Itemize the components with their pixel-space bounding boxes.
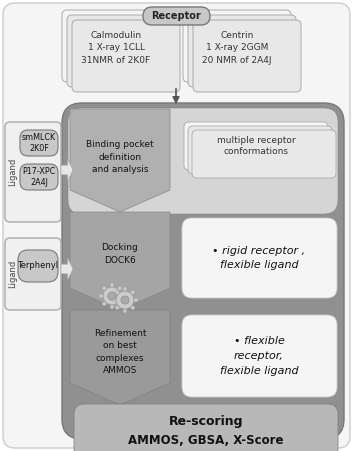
FancyBboxPatch shape	[143, 7, 210, 25]
FancyBboxPatch shape	[62, 10, 170, 82]
FancyBboxPatch shape	[20, 130, 58, 156]
Circle shape	[112, 298, 116, 302]
Text: Binding pocket
definition
and analysis: Binding pocket definition and analysis	[86, 140, 154, 174]
Circle shape	[121, 294, 125, 298]
FancyBboxPatch shape	[3, 3, 350, 448]
Circle shape	[108, 292, 116, 300]
Text: AMMOS, GBSA, X-Score: AMMOS, GBSA, X-Score	[128, 433, 284, 446]
Text: Re-scoring: Re-scoring	[169, 415, 243, 428]
FancyBboxPatch shape	[183, 10, 291, 82]
FancyBboxPatch shape	[188, 15, 296, 87]
FancyBboxPatch shape	[62, 103, 344, 439]
FancyBboxPatch shape	[74, 404, 338, 451]
FancyBboxPatch shape	[188, 126, 332, 174]
Text: • flexible
receptor,
flexible ligand: • flexible receptor, flexible ligand	[220, 336, 298, 376]
FancyBboxPatch shape	[184, 122, 328, 170]
Text: Docking
DOCK6: Docking DOCK6	[102, 244, 138, 265]
FancyBboxPatch shape	[68, 108, 338, 214]
FancyBboxPatch shape	[192, 130, 336, 178]
FancyBboxPatch shape	[20, 164, 58, 190]
Text: • rigid receptor ,
flexible ligand: • rigid receptor , flexible ligand	[213, 246, 306, 271]
Text: Receptor: Receptor	[152, 11, 201, 21]
Circle shape	[123, 287, 127, 291]
Circle shape	[115, 306, 119, 310]
Circle shape	[115, 290, 119, 294]
Circle shape	[131, 306, 135, 310]
Text: P17-XPC
2A4J: P17-XPC 2A4J	[22, 167, 56, 187]
Text: Ligand: Ligand	[8, 158, 18, 186]
Text: Ligand: Ligand	[8, 260, 18, 288]
Circle shape	[121, 296, 129, 304]
Circle shape	[102, 302, 106, 306]
Polygon shape	[61, 159, 73, 181]
FancyBboxPatch shape	[182, 315, 337, 397]
Polygon shape	[70, 212, 170, 310]
Circle shape	[134, 298, 138, 302]
FancyBboxPatch shape	[182, 218, 337, 298]
Text: Refinement
on best
complexes
AMMOS: Refinement on best complexes AMMOS	[94, 329, 146, 375]
FancyBboxPatch shape	[18, 250, 58, 282]
Circle shape	[103, 287, 121, 305]
Text: Calmodulin
1 X-ray 1CLL
31NMR of 2K0F: Calmodulin 1 X-ray 1CLL 31NMR of 2K0F	[82, 31, 151, 65]
Circle shape	[110, 305, 114, 309]
Text: multiple receptor
conformations: multiple receptor conformations	[217, 136, 295, 156]
Polygon shape	[70, 310, 170, 405]
Polygon shape	[61, 258, 73, 280]
FancyBboxPatch shape	[72, 20, 180, 92]
Polygon shape	[70, 109, 170, 212]
Circle shape	[118, 302, 122, 306]
FancyBboxPatch shape	[193, 20, 301, 92]
Circle shape	[116, 291, 134, 309]
Circle shape	[131, 290, 135, 294]
Circle shape	[118, 286, 122, 290]
FancyBboxPatch shape	[67, 15, 175, 87]
Circle shape	[110, 283, 114, 287]
Circle shape	[123, 309, 127, 313]
Text: Terphenyl: Terphenyl	[17, 262, 59, 271]
Circle shape	[99, 294, 103, 298]
FancyBboxPatch shape	[5, 238, 61, 310]
FancyBboxPatch shape	[5, 122, 61, 222]
Text: smMLCK
2K0F: smMLCK 2K0F	[22, 133, 56, 153]
Text: Centrin
1 X-ray 2GGM
20 NMR of 2A4J: Centrin 1 X-ray 2GGM 20 NMR of 2A4J	[202, 31, 272, 65]
Circle shape	[102, 286, 106, 290]
